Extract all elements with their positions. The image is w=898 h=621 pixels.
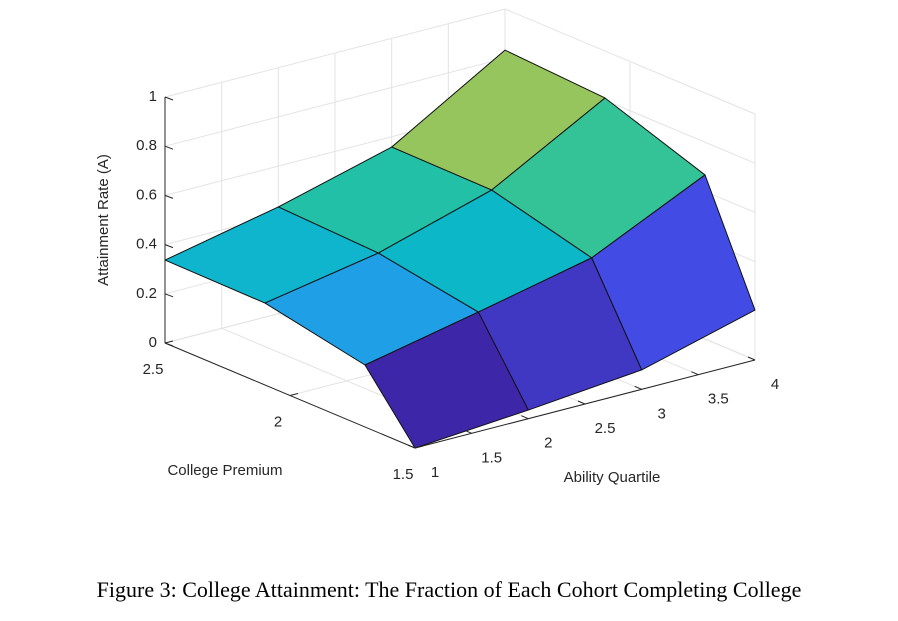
caption: Figure 3: College Attainment: The Fracti… xyxy=(97,577,802,602)
z-tick xyxy=(164,96,174,101)
x-tick-label: 3 xyxy=(657,405,665,422)
x-tick xyxy=(521,415,529,420)
y-tick-label: 1.5 xyxy=(393,466,414,483)
x-tick-label: 4 xyxy=(771,376,779,393)
axes: 0 0.2 0.4 0.6 0.8 1 1 1.5 2 2.5 3 3.5 4 1.5 2 2.5 xyxy=(136,88,779,483)
surface xyxy=(164,49,756,449)
x-tick xyxy=(747,356,756,361)
y-axis-title: College Premium xyxy=(167,462,282,479)
z-tick-label: 0.2 xyxy=(136,285,157,302)
x-tick-label: 1 xyxy=(431,464,439,481)
z-tick-label: 0.6 xyxy=(136,186,157,203)
y-tick xyxy=(289,393,299,396)
x-tick-label: 1.5 xyxy=(481,449,502,466)
y-tick xyxy=(164,340,174,344)
x-tick xyxy=(407,444,416,449)
z-axis-title: Attainment Rate (A) xyxy=(95,154,112,286)
z-tick xyxy=(164,145,174,150)
x-tick xyxy=(577,400,586,405)
x-tick xyxy=(634,385,642,390)
z-tick-label: 0.4 xyxy=(136,236,157,253)
x-tick xyxy=(691,371,699,376)
x-tick xyxy=(464,429,472,434)
z-tick-label: 1 xyxy=(149,88,157,105)
surface-cell xyxy=(364,311,529,449)
x-tick-label: 2.5 xyxy=(595,420,616,437)
z-tick-label: 0 xyxy=(149,334,157,351)
z-tick xyxy=(164,293,174,298)
y-tick-label: 2 xyxy=(274,413,282,430)
y-tick-label: 2.5 xyxy=(143,361,164,378)
z-tick xyxy=(164,342,174,347)
x-tick-label: 2 xyxy=(544,435,552,452)
z-tick xyxy=(164,244,174,249)
x-axis-title: Ability Quartile xyxy=(564,469,661,486)
z-tick xyxy=(164,194,174,199)
x-tick-label: 3.5 xyxy=(708,391,729,408)
z-tick-label: 0.8 xyxy=(136,137,157,154)
y-tick xyxy=(414,445,424,449)
